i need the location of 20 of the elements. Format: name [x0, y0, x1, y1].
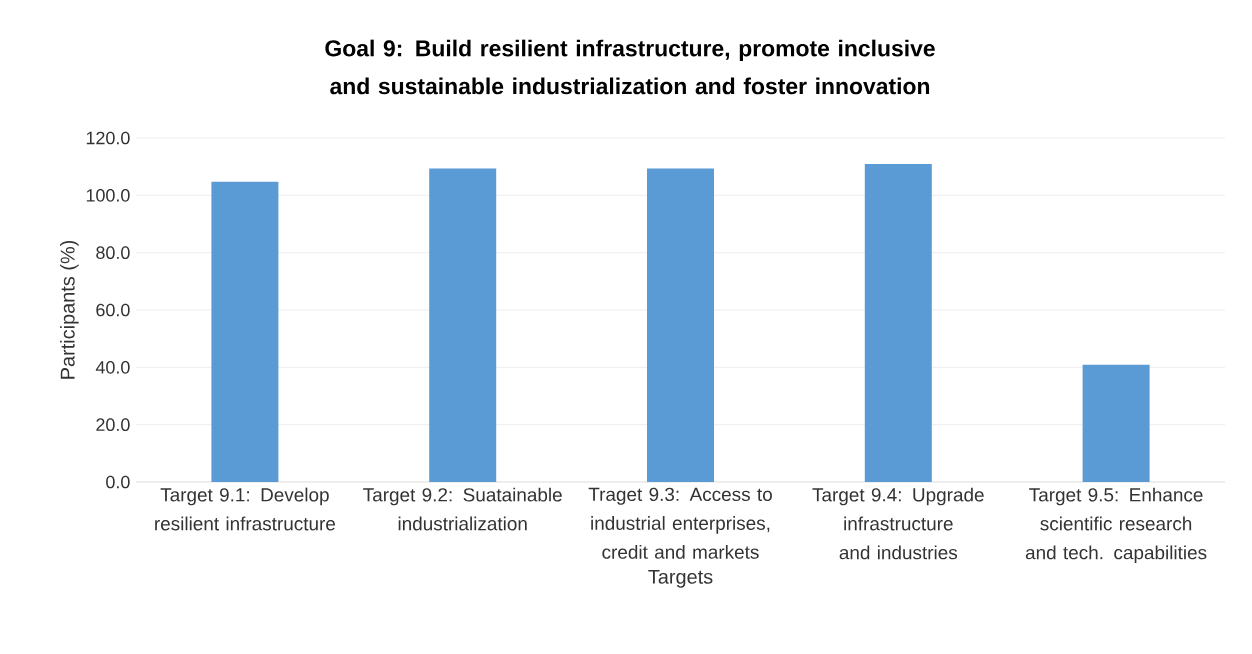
y-axis-title: Participants (%) [60, 240, 79, 379]
bar [864, 164, 932, 482]
x-tick-label: Traget 9.3: Access to industrial enterprises, credit and markets [588, 487, 772, 559]
x-tick-label: Target 9.2: Suatainable industrialization [363, 487, 562, 531]
x-tick-label: Target 9.4: Upgrade infrastructure and industries [812, 487, 984, 560]
chart-title: Goal 9: Build resilient infrastructure, promote inclusive and sustainable industrialization and foster innovation [325, 39, 935, 95]
bar [1082, 364, 1150, 482]
y-tick-label: 40.0 [95, 360, 130, 374]
bar [429, 168, 497, 482]
y-tick-label: 20.0 [96, 418, 130, 432]
y-tick-label: 0.0 [106, 475, 130, 489]
x-tick-label: Target 9.5: Enhance scientific research and tech. capabilities [1025, 487, 1207, 564]
y-tick-label: 100.0 [86, 188, 130, 202]
y-tick-label: 80.0 [96, 246, 130, 260]
x-tick-label: Target 9.1: Develop resilient infrastructure [155, 487, 336, 531]
y-tick-label: 60.0 [96, 303, 130, 317]
bar [211, 181, 279, 482]
y-tick-label: 120.0 [86, 131, 130, 145]
bar [647, 168, 714, 482]
x-axis-title: Targets [648, 569, 713, 588]
